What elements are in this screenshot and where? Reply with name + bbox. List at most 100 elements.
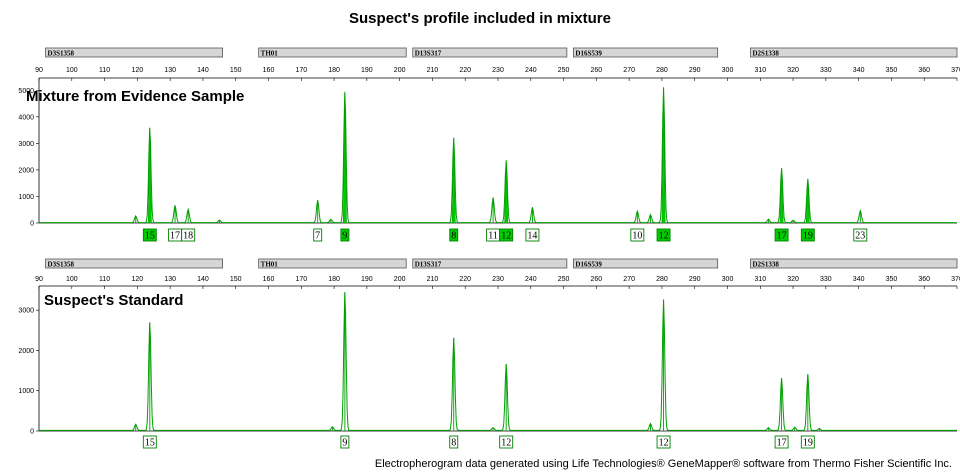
x-tick-label: 100 [66, 276, 78, 283]
x-tick-label: 300 [722, 67, 734, 74]
allele-label: 14 [527, 231, 537, 242]
x-tick-label: 310 [754, 276, 766, 283]
allele-label: 18 [183, 231, 193, 242]
allele-box [774, 435, 789, 449]
marker-bar [573, 47, 719, 58]
peak [779, 168, 784, 224]
figure-title: Suspect's profile included in mixture [349, 10, 611, 27]
x-tick-label: 100 [66, 67, 78, 74]
x-tick-label: 210 [427, 276, 439, 283]
allele-box [499, 228, 514, 242]
x-tick-label: 200 [394, 276, 406, 283]
signal-trace [39, 87, 957, 224]
x-tick-label: 370 [951, 67, 960, 74]
x-tick-label: 260 [591, 67, 603, 74]
x-tick-label: 130 [164, 67, 176, 74]
y-tick-label: 0 [30, 221, 34, 228]
allele-box [142, 435, 157, 449]
marker-label: TH01 [261, 261, 279, 269]
x-tick-label: 280 [656, 276, 668, 283]
x-tick-label: 360 [918, 67, 930, 74]
x-tick-label: 280 [656, 67, 668, 74]
allele-box [656, 228, 671, 242]
peak [342, 91, 347, 224]
x-tick-label: 320 [787, 67, 799, 74]
allele-label: 8 [451, 438, 456, 449]
allele-box [656, 435, 671, 449]
x-tick-label: 230 [492, 67, 504, 74]
x-tick-label: 140 [197, 276, 209, 283]
allele-box [340, 228, 350, 242]
allele-box [181, 228, 196, 242]
x-tick-label: 320 [787, 276, 799, 283]
x-tick-label: 160 [263, 67, 275, 74]
x-tick-label: 170 [295, 67, 307, 74]
x-tick-label: 90 [35, 67, 43, 74]
marker-label: D16S539 [575, 50, 602, 58]
marker-bar [750, 47, 958, 58]
x-tick-label: 150 [230, 67, 242, 74]
allele-label: 17 [170, 231, 180, 242]
allele-label: 11 [488, 231, 498, 242]
peak [661, 87, 666, 224]
x-tick-label: 130 [164, 276, 176, 283]
marker-bar [412, 258, 568, 269]
allele-label: 8 [451, 231, 456, 242]
x-tick-label: 220 [459, 276, 471, 283]
x-tick-label: 330 [820, 276, 832, 283]
y-tick-label: 0 [30, 429, 34, 436]
allele-label: 15 [145, 438, 155, 449]
x-tick-label: 330 [820, 67, 832, 74]
allele-box [630, 228, 645, 242]
peak [805, 179, 810, 224]
allele-box [142, 228, 157, 242]
x-tick-label: 120 [132, 276, 144, 283]
marker-label: D2S1338 [752, 261, 779, 269]
x-tick-label: 350 [886, 276, 898, 283]
x-tick-label: 260 [591, 276, 603, 283]
marker-label: D3S1358 [48, 261, 75, 269]
x-tick-label: 270 [623, 67, 635, 74]
x-tick-label: 190 [361, 276, 373, 283]
allele-label: 12 [659, 438, 669, 449]
allele-label: 19 [803, 438, 813, 449]
x-tick-label: 290 [689, 276, 701, 283]
x-tick-label: 230 [492, 276, 504, 283]
y-tick-label: 4000 [18, 114, 34, 121]
marker-label: TH01 [261, 50, 279, 58]
marker-bar [45, 47, 224, 58]
peak [451, 138, 456, 224]
marker-label: D16S539 [575, 261, 602, 269]
allele-label: 12 [501, 231, 511, 242]
x-tick-label: 250 [558, 276, 570, 283]
allele-box [449, 435, 459, 449]
marker-bar [750, 258, 958, 269]
allele-label: 17 [777, 438, 787, 449]
x-tick-label: 140 [197, 67, 209, 74]
y-tick-label: 3000 [18, 308, 34, 315]
x-tick-label: 310 [754, 67, 766, 74]
peak [504, 160, 509, 224]
x-tick-label: 210 [427, 67, 439, 74]
x-tick-label: 270 [623, 276, 635, 283]
y-tick-label: 2000 [18, 167, 34, 174]
x-tick-label: 240 [525, 67, 537, 74]
y-tick-label: 1000 [18, 388, 34, 395]
allele-box [449, 228, 459, 242]
y-tick-label: 1000 [18, 194, 34, 201]
x-tick-label: 110 [99, 276, 110, 283]
allele-label: 23 [855, 231, 865, 242]
x-tick-label: 160 [263, 276, 275, 283]
allele-label: 15 [145, 231, 155, 242]
allele-label: 9 [342, 231, 347, 242]
x-tick-label: 180 [328, 67, 340, 74]
x-tick-label: 240 [525, 276, 537, 283]
marker-label: D3S1358 [48, 50, 75, 58]
panel-label: Mixture from Evidence Sample [26, 88, 244, 105]
x-tick-label: 90 [35, 276, 43, 283]
credit-note: Electropherogram data generated using Li… [374, 458, 952, 470]
marker-label: D13S317 [415, 261, 442, 269]
x-tick-label: 370 [951, 276, 960, 283]
x-tick-label: 150 [230, 276, 242, 283]
